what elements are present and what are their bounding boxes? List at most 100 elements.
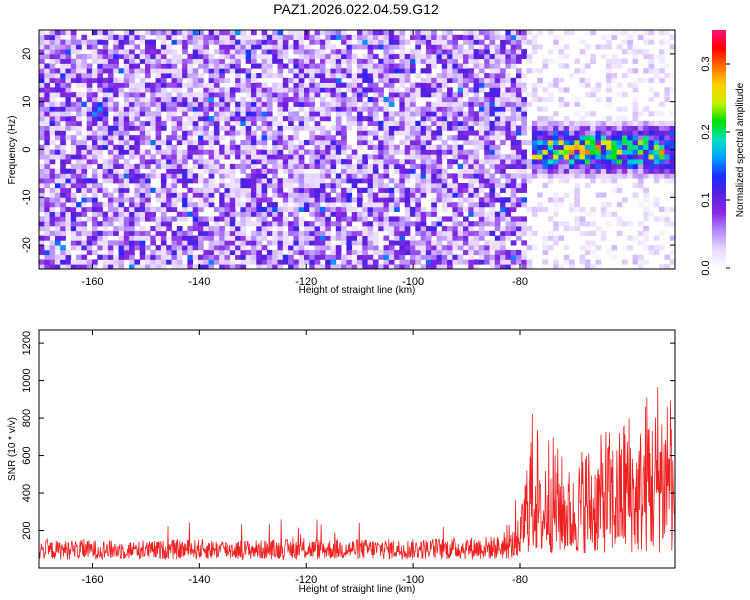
- heatmap-cell: [198, 125, 204, 131]
- heatmap-cell: [330, 154, 337, 160]
- heatmap-cell: [298, 120, 305, 126]
- heatmap-cell: [123, 144, 130, 150]
- heatmap-cell: [357, 192, 363, 198]
- heatmap-cell: [357, 259, 363, 265]
- heatmap-cell: [558, 159, 565, 165]
- heatmap-cell: [341, 230, 347, 236]
- heatmap-cell: [399, 82, 406, 88]
- heatmap-cell: [282, 206, 289, 213]
- heatmap-cell: [92, 235, 98, 241]
- heatmap-cell: [282, 144, 289, 150]
- heatmap-cell: [65, 187, 72, 193]
- heatmap-cell: [166, 82, 172, 88]
- heatmap-cell: [579, 120, 586, 126]
- heatmap-cell: [616, 202, 623, 208]
- heatmap-cell: [627, 44, 633, 50]
- heatmap-cell: [521, 116, 527, 122]
- heatmap-cell: [447, 230, 453, 236]
- heatmap-cell: [415, 106, 421, 112]
- heatmap-cell: [60, 101, 66, 107]
- heatmap-cell: [325, 221, 331, 227]
- heatmap-cell: [60, 230, 66, 236]
- heatmap-cell: [478, 49, 485, 55]
- heatmap-cell: [240, 159, 247, 165]
- heatmap-cell: [298, 49, 305, 55]
- heatmap-cell: [478, 68, 485, 74]
- heatmap-cell: [150, 125, 156, 131]
- heatmap-cell: [293, 77, 300, 83]
- heatmap-cell: [341, 254, 347, 260]
- heatmap-cell: [653, 92, 660, 98]
- heatmap-cell: [500, 235, 506, 241]
- heatmap-cell: [39, 111, 45, 117]
- heatmap-cell: [139, 206, 146, 213]
- heatmap-cell: [410, 168, 416, 174]
- heatmap-cell: [335, 264, 342, 269]
- heatmap-cell: [553, 225, 559, 232]
- heatmap-cell: [664, 73, 671, 79]
- heatmap-cell: [648, 173, 655, 179]
- heatmap-cell: [60, 77, 66, 83]
- heatmap-cell: [367, 182, 374, 189]
- heatmap-cell: [309, 135, 315, 141]
- heatmap-cell: [436, 106, 443, 112]
- heatmap-cell: [129, 106, 135, 112]
- heatmap-cell: [145, 178, 151, 184]
- heatmap-cell: [521, 173, 527, 179]
- heatmap-cell: [219, 30, 225, 36]
- heatmap-cell: [410, 135, 416, 141]
- heatmap-cell: [590, 206, 596, 213]
- heatmap-cell: [160, 120, 167, 126]
- heatmap-cell: [420, 206, 427, 213]
- heatmap-cell: [415, 58, 421, 64]
- heatmap-cell: [404, 144, 411, 150]
- heatmap-cell: [383, 130, 390, 136]
- heatmap-cell: [129, 211, 135, 217]
- heatmap-cell: [526, 225, 533, 232]
- heatmap-cell: [388, 44, 395, 50]
- heatmap-cell: [521, 202, 527, 208]
- heatmap-cell: [531, 125, 538, 131]
- heatmap-cell: [213, 96, 220, 103]
- heatmap-cell: [653, 125, 660, 131]
- heatmap-cell: [229, 111, 236, 117]
- heatmap-cell: [664, 92, 671, 98]
- heatmap-cell: [357, 144, 363, 150]
- heatmap-cell: [505, 178, 512, 184]
- heatmap-cell: [70, 216, 77, 222]
- heatmap-cell: [251, 73, 257, 79]
- heatmap-cell: [622, 73, 628, 79]
- heatmap-cell: [107, 202, 114, 208]
- heatmap-cell: [553, 192, 559, 198]
- heatmap-cell: [510, 240, 517, 246]
- heatmap-cell: [277, 211, 284, 217]
- heatmap-cell: [76, 154, 82, 160]
- heatmap-cell: [39, 221, 45, 227]
- y-tick-label: 1200: [21, 331, 33, 355]
- heatmap-cell: [653, 111, 660, 117]
- heatmap-cell: [224, 125, 231, 131]
- heatmap-cell: [457, 173, 464, 179]
- heatmap-cell: [70, 240, 77, 246]
- heatmap-cell: [70, 116, 77, 122]
- heatmap-cell: [510, 58, 517, 64]
- heatmap-cell: [325, 182, 331, 189]
- heatmap-cell: [102, 144, 109, 150]
- heatmap-cell: [298, 206, 305, 213]
- heatmap-cell: [198, 106, 204, 112]
- heatmap-cell: [81, 106, 88, 112]
- heatmap-cell: [92, 264, 98, 269]
- heatmap-cell: [304, 259, 310, 265]
- heatmap-cell: [314, 125, 321, 131]
- heatmap-cell: [643, 120, 649, 126]
- heatmap-cell: [213, 154, 220, 160]
- heatmap-cell: [325, 235, 331, 241]
- heatmap-cell: [235, 249, 241, 256]
- heatmap-cell: [49, 34, 56, 40]
- heatmap-cell: [261, 49, 268, 55]
- heatmap-cell: [579, 173, 586, 179]
- heatmap-cell: [155, 120, 162, 126]
- heatmap-cell: [261, 259, 268, 265]
- heatmap-cell: [531, 144, 538, 150]
- heatmap-cell: [542, 159, 549, 165]
